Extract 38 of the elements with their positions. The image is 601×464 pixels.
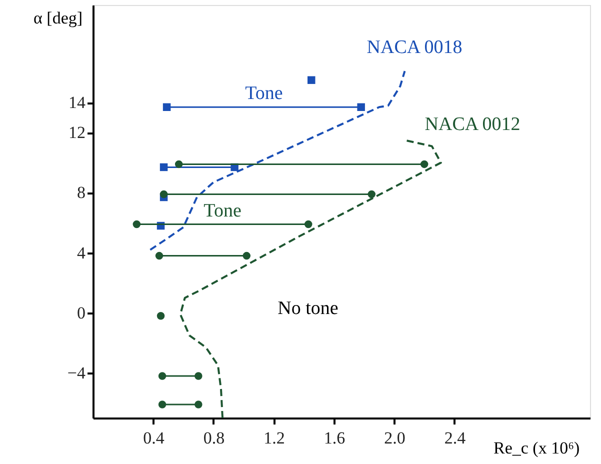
point — [174, 160, 183, 168]
point — [156, 312, 165, 320]
y-tick-label: 12 — [68, 123, 86, 142]
point — [308, 76, 316, 84]
point — [158, 372, 166, 380]
x-tick-label: 0.4 — [143, 428, 165, 448]
point — [194, 400, 202, 408]
x-tick-label: 2.0 — [384, 428, 406, 448]
annotation: No tone — [278, 298, 338, 319]
point — [162, 103, 171, 111]
x-axis-title: Re_c (x 10⁶) — [494, 438, 580, 458]
point — [304, 220, 312, 228]
point — [368, 190, 376, 198]
point — [160, 190, 168, 198]
y-tick-label: 4 — [77, 243, 86, 262]
point — [242, 252, 250, 260]
x-tick-label: 1.2 — [264, 428, 285, 448]
x-tick-label: 1.6 — [324, 428, 346, 448]
series-label: NACA 0012 — [424, 114, 520, 136]
y-tick-label: −4 — [67, 363, 86, 382]
y-tick-label: 0 — [77, 303, 86, 322]
point — [155, 252, 164, 260]
point — [158, 400, 166, 408]
line-series — [179, 139, 442, 418]
point — [357, 103, 365, 111]
x-tick-label: 0.8 — [203, 428, 225, 448]
point — [160, 163, 168, 172]
point — [194, 372, 202, 380]
point — [420, 160, 428, 168]
series-label: Tone — [204, 200, 242, 222]
point — [132, 220, 141, 228]
y-tick-label: 8 — [77, 183, 86, 202]
x-tick-label: 2.4 — [444, 428, 466, 448]
series-label: NACA 0018 — [366, 37, 462, 58]
line-series — [149, 70, 406, 251]
series-label: Tone — [245, 83, 283, 104]
y-tick-label: 14 — [68, 93, 86, 112]
y-axis-title: α [deg] — [34, 8, 83, 28]
